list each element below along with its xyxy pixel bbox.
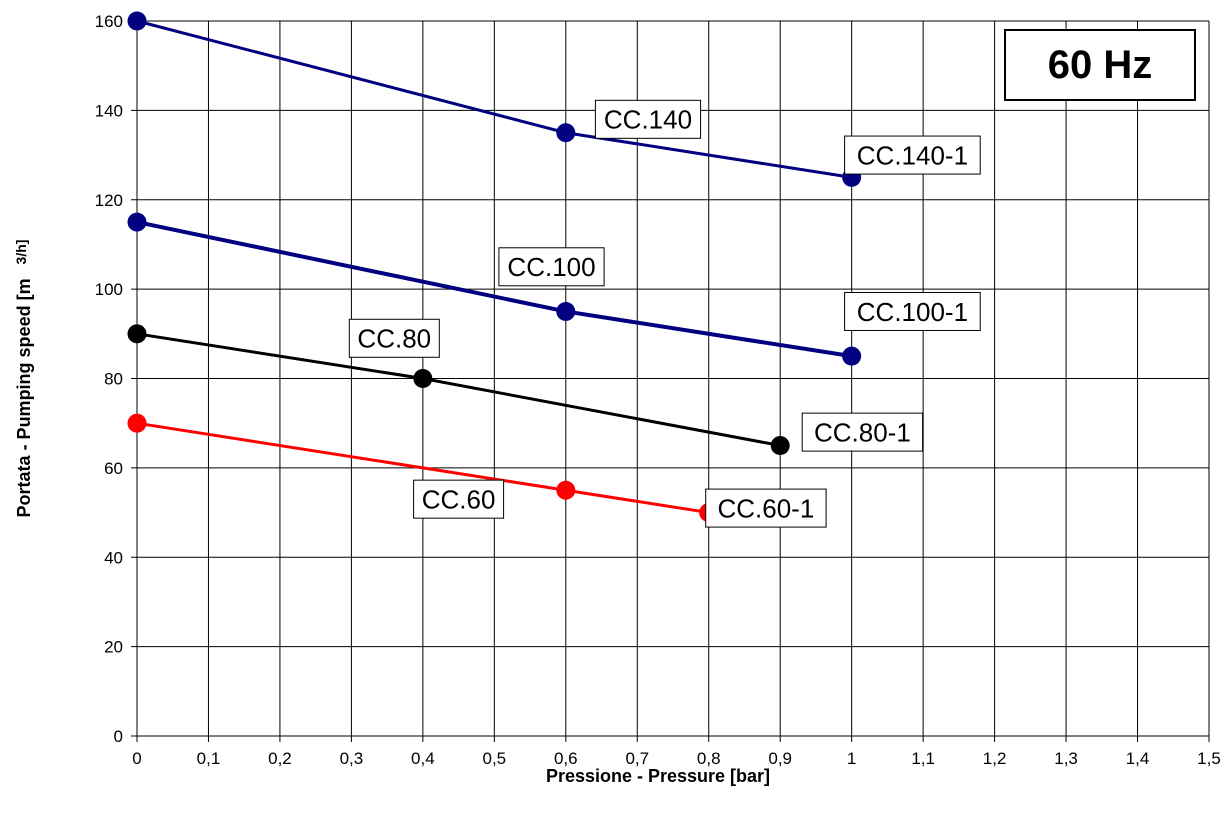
data-point	[127, 413, 147, 433]
series-label-box	[844, 135, 981, 175]
series-label: CC.80-1	[814, 417, 911, 447]
data-point	[127, 11, 147, 31]
x-tick-label: 0,8	[697, 749, 721, 768]
series-label: CC.60-1	[717, 493, 814, 523]
x-tick-label: 0	[132, 749, 141, 768]
series-label: CC.140	[604, 105, 692, 135]
series-label: CC.60	[422, 485, 496, 515]
series-label-box	[801, 412, 924, 452]
y-tick-label: 80	[104, 370, 123, 389]
series-label-box	[413, 479, 505, 519]
x-tick-label: 1,3	[1054, 749, 1078, 768]
x-tick-label: 0,2	[268, 749, 292, 768]
chart-title: 60 Hz	[1048, 43, 1153, 87]
series-label-box	[705, 488, 827, 528]
series-label-box	[594, 99, 702, 139]
x-tick-label: 0,4	[411, 749, 435, 768]
data-point	[556, 123, 576, 143]
y-tick-label: 120	[95, 191, 123, 210]
series-line	[136, 332, 781, 448]
series-label-box	[844, 291, 981, 331]
x-tick-label: 1,2	[983, 749, 1007, 768]
y-axis-title: Portata - Pumping speed [m 3/h]	[13, 240, 34, 518]
x-tick-label: 0,5	[483, 749, 507, 768]
data-point	[127, 324, 147, 344]
data-point	[413, 369, 433, 388]
y-tick-label: 0	[114, 727, 123, 746]
data-point	[127, 212, 147, 232]
x-tick-label: 1	[847, 749, 856, 768]
x-tick-label: 0,3	[340, 749, 364, 768]
x-tick-label: 0,7	[625, 749, 649, 768]
series-label: CC.140-1	[857, 140, 968, 170]
y-axis-title-main: Portata - Pumping speed [m	[14, 278, 34, 517]
series-label: CC.100-1	[857, 297, 968, 327]
y-tick-label: 140	[95, 101, 123, 120]
data-point	[556, 480, 576, 500]
x-tick-label: 1,4	[1126, 749, 1150, 768]
chart-title-box	[1004, 29, 1196, 101]
x-axis-title: Pressione - Pressure [bar]	[546, 766, 770, 786]
y-tick-label: 100	[95, 280, 123, 299]
series-label: CC.100	[507, 252, 595, 282]
data-point	[770, 436, 790, 456]
x-tick-label: 1,5	[1197, 749, 1221, 768]
y-tick-label: 40	[104, 548, 123, 567]
y-tick-label: 60	[104, 459, 123, 478]
x-tick-label: 0,6	[554, 749, 578, 768]
y-axis-title-unit: 3/h]	[13, 240, 29, 265]
series-label-box	[348, 318, 440, 358]
data-point	[842, 346, 862, 366]
data-point	[556, 301, 576, 321]
y-tick-label: 160	[95, 12, 123, 31]
y-tick-label: 20	[104, 638, 123, 657]
x-tick-label: 1,1	[911, 749, 935, 768]
x-tick-label: 0,1	[197, 749, 221, 768]
x-tick-label: 0,9	[768, 749, 792, 768]
series-label: CC.80	[357, 324, 431, 354]
series-label-box	[498, 247, 605, 287]
